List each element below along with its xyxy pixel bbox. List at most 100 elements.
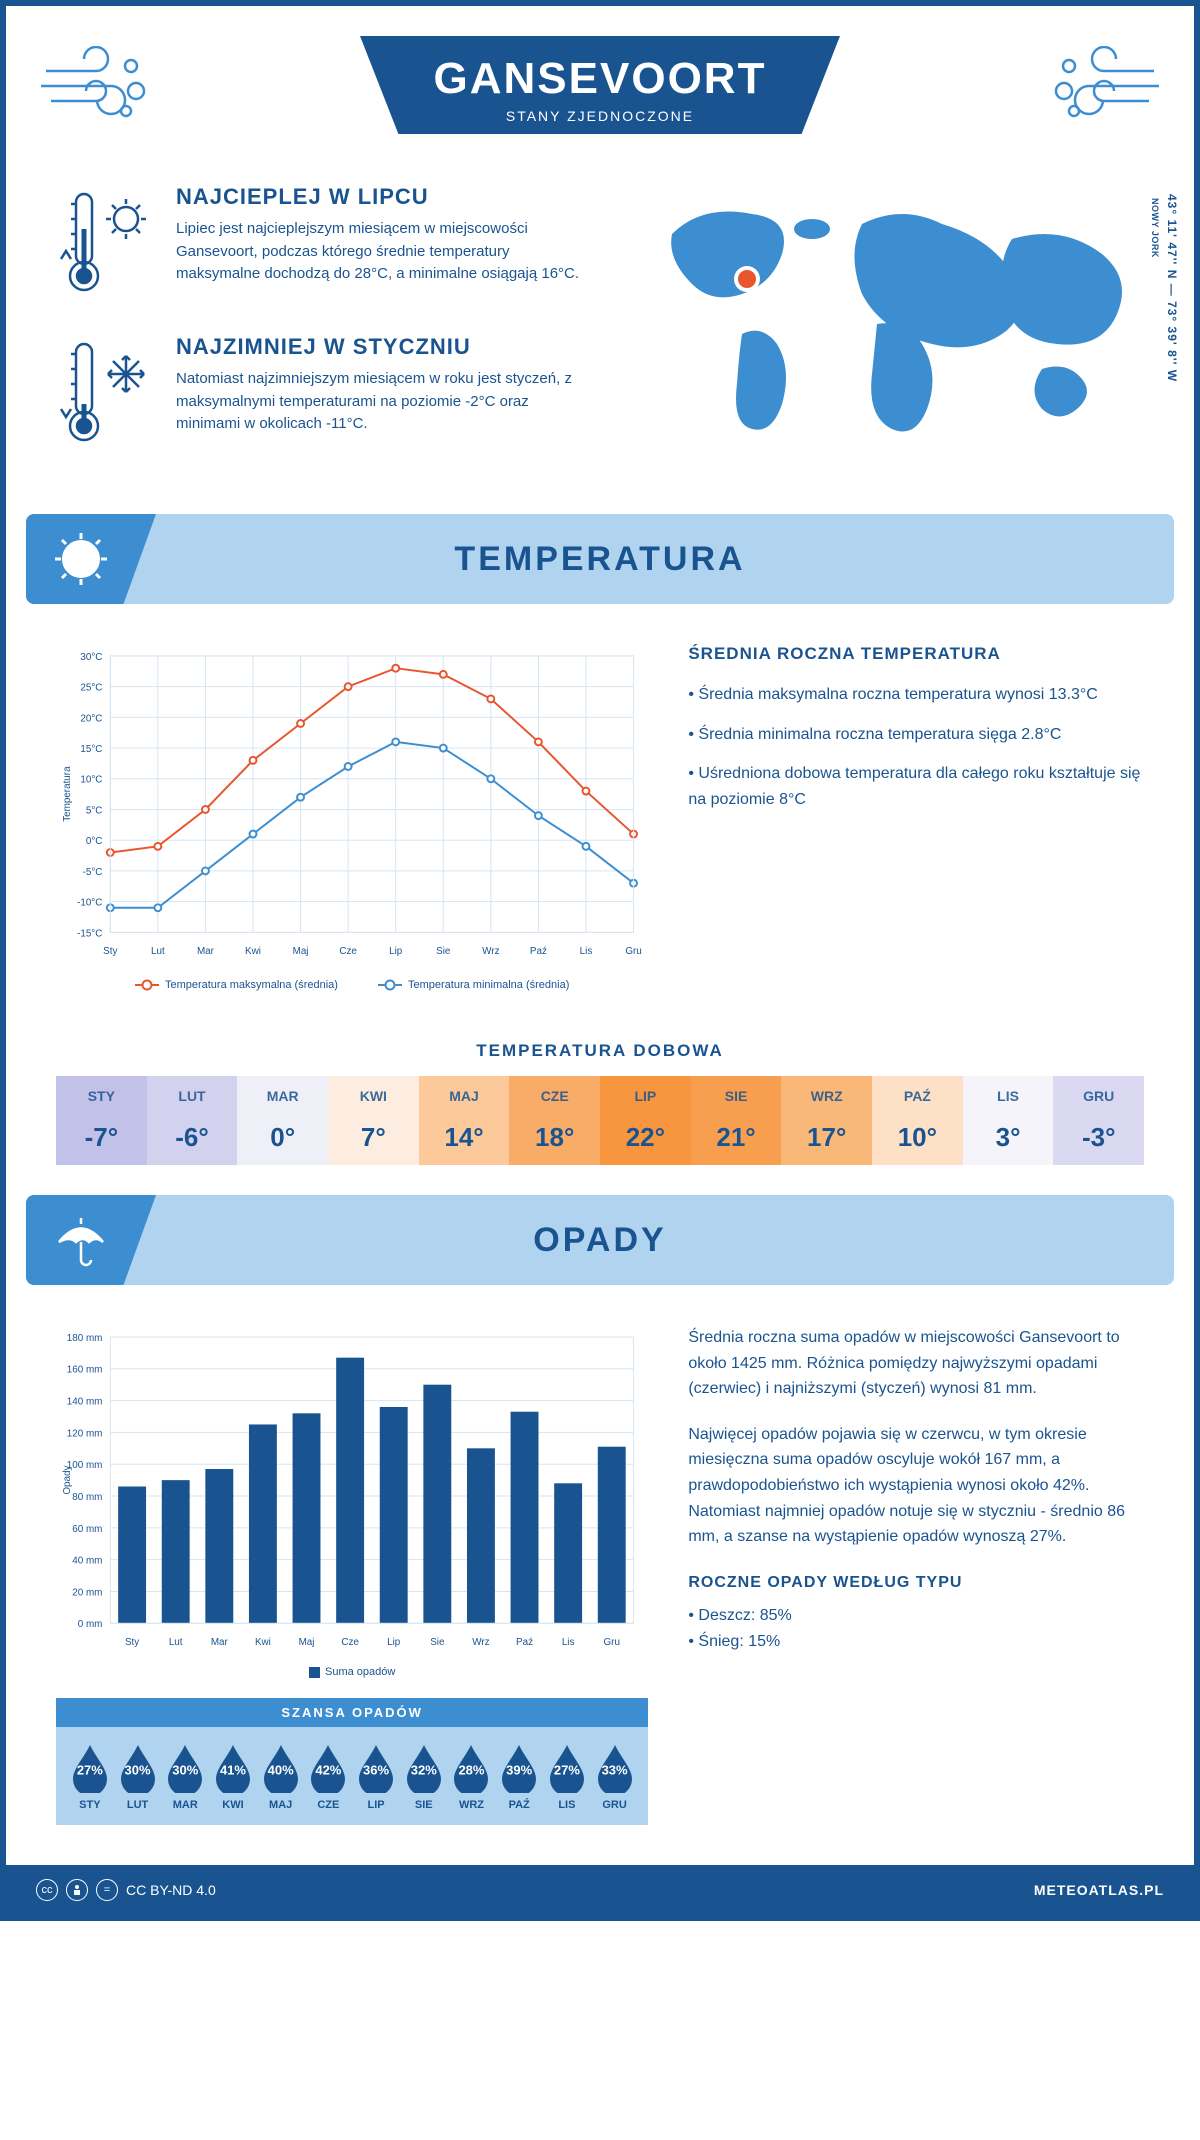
daily-value: 3° xyxy=(963,1122,1054,1153)
svg-text:0°C: 0°C xyxy=(86,836,103,847)
svg-text:-5°C: -5°C xyxy=(83,867,103,878)
coords-main: 43° 11' 47'' N — 73° 39' 8'' W xyxy=(1165,194,1179,382)
fact-hot-text: Lipiec jest najcieplejszym miesiącem w m… xyxy=(176,218,580,286)
svg-text:Mar: Mar xyxy=(197,946,215,957)
svg-text:-10°C: -10°C xyxy=(77,898,102,909)
daily-value: 14° xyxy=(419,1122,510,1153)
fact-cold-title: NAJZIMNIEJ W STYCZNIU xyxy=(176,334,580,360)
chance-col: 36% LIP xyxy=(352,1741,400,1811)
svg-text:Sie: Sie xyxy=(436,946,451,957)
daily-col: KWI7° xyxy=(328,1076,419,1165)
chance-month: LIP xyxy=(352,1799,400,1811)
page-subtitle: STANY ZJEDNOCZONE xyxy=(430,108,770,124)
daily-month: GRU xyxy=(1053,1088,1144,1104)
legend-max-label: Temperatura maksymalna (średnia) xyxy=(165,979,338,991)
chance-pct: 40% xyxy=(268,1762,294,1777)
svg-text:60 mm: 60 mm xyxy=(72,1524,102,1535)
chance-pct: 28% xyxy=(458,1762,484,1777)
chance-col: 27% STY xyxy=(66,1741,114,1811)
svg-text:Paź: Paź xyxy=(530,946,547,957)
thermometer-sun-icon xyxy=(56,184,156,304)
drop-icon: 32% xyxy=(403,1741,445,1793)
drop-icon: 36% xyxy=(355,1741,397,1793)
temp-info-title: ŚREDNIA ROCZNA TEMPERATURA xyxy=(688,644,1144,664)
chance-pct: 41% xyxy=(220,1762,246,1777)
svg-text:20°C: 20°C xyxy=(80,713,102,724)
section-header-precip: OPADY xyxy=(26,1195,1174,1285)
svg-text:Lis: Lis xyxy=(562,1637,575,1648)
chance-col: 39% PAŹ xyxy=(495,1741,543,1811)
temp-info-b3: • Uśredniona dobowa temperatura dla całe… xyxy=(688,761,1144,812)
daily-temp-table: STY-7°LUT-6°MAR0°KWI7°MAJ14°CZE18°LIP22°… xyxy=(56,1076,1144,1165)
svg-text:40 mm: 40 mm xyxy=(72,1556,102,1567)
svg-text:Paź: Paź xyxy=(516,1637,533,1648)
drop-icon: 28% xyxy=(450,1741,492,1793)
daily-value: 10° xyxy=(872,1122,963,1153)
svg-text:180 mm: 180 mm xyxy=(67,1333,103,1344)
daily-value: 22° xyxy=(600,1122,691,1153)
chance-month: MAR xyxy=(161,1799,209,1811)
chance-month: PAŹ xyxy=(495,1799,543,1811)
daily-month: LIS xyxy=(963,1088,1054,1104)
daily-month: SIE xyxy=(691,1088,782,1104)
fact-hot-title: NAJCIEPLEJ W LIPCU xyxy=(176,184,580,210)
wind-icon xyxy=(36,46,166,126)
section-header-temperature: TEMPERATURA xyxy=(26,514,1174,604)
daily-month: LIP xyxy=(600,1088,691,1104)
svg-text:Sty: Sty xyxy=(103,946,117,957)
daily-col: CZE18° xyxy=(509,1076,600,1165)
chance-month: MAJ xyxy=(257,1799,305,1811)
chance-month: SIE xyxy=(400,1799,448,1811)
daily-col: LIS 3° xyxy=(963,1076,1054,1165)
coords-sub: NOWY JORK xyxy=(1150,198,1160,258)
daily-value: 0° xyxy=(237,1122,328,1153)
daily-month: STY xyxy=(56,1088,147,1104)
section-title: TEMPERATURA xyxy=(454,540,745,579)
header: GANSEVOORT STANY ZJEDNOCZONE xyxy=(6,6,1194,164)
precip-type-2: • Śnieg: 15% xyxy=(688,1629,1144,1655)
nd-icon: = xyxy=(96,1879,118,1901)
svg-text:25°C: 25°C xyxy=(80,683,102,694)
fact-hot: NAJCIEPLEJ W LIPCU Lipiec jest najcieple… xyxy=(56,184,580,304)
page-title: GANSEVOORT xyxy=(430,54,770,104)
fact-cold: NAJZIMNIEJ W STYCZNIU Natomiast najzimni… xyxy=(56,334,580,454)
svg-text:15°C: 15°C xyxy=(80,744,102,755)
svg-text:Opady: Opady xyxy=(62,1466,73,1495)
svg-text:Kwi: Kwi xyxy=(255,1637,271,1648)
legend-min-label: Temperatura minimalna (średnia) xyxy=(408,979,569,991)
drop-icon: 42% xyxy=(307,1741,349,1793)
daily-col: LUT-6° xyxy=(147,1076,238,1165)
temperature-info: ŚREDNIA ROCZNA TEMPERATURA • Średnia mak… xyxy=(688,644,1144,991)
chance-month: WRZ xyxy=(448,1799,496,1811)
chance-pct: 42% xyxy=(315,1762,341,1777)
sun-icon xyxy=(51,529,111,589)
svg-text:Lip: Lip xyxy=(387,1637,401,1648)
chance-month: LUT xyxy=(114,1799,162,1811)
drop-icon: 40% xyxy=(260,1741,302,1793)
chance-pct: 30% xyxy=(172,1762,198,1777)
daily-col: GRU -3° xyxy=(1053,1076,1144,1165)
chance-col: 33% GRU xyxy=(591,1741,639,1811)
chance-pct: 32% xyxy=(411,1762,437,1777)
coordinates: 43° 11' 47'' N — 73° 39' 8'' W xyxy=(1165,194,1179,382)
daily-col: LIP 22° xyxy=(600,1076,691,1165)
svg-text:160 mm: 160 mm xyxy=(67,1365,103,1376)
svg-text:Wrz: Wrz xyxy=(472,1637,489,1648)
precip-type-title: ROCZNE OPADY WEDŁUG TYPU xyxy=(688,1570,1144,1596)
svg-text:Gru: Gru xyxy=(625,946,641,957)
svg-text:Cze: Cze xyxy=(339,946,357,957)
svg-text:30°C: 30°C xyxy=(80,652,102,663)
cc-icon: cc xyxy=(36,1879,58,1901)
daily-month: PAŹ xyxy=(872,1088,963,1104)
daily-value: 7° xyxy=(328,1122,419,1153)
temp-info-b2: • Średnia minimalna roczna temperatura s… xyxy=(688,722,1144,748)
daily-month: CZE xyxy=(509,1088,600,1104)
daily-value: -3° xyxy=(1053,1122,1144,1153)
svg-text:-15°C: -15°C xyxy=(77,928,102,939)
svg-text:Maj: Maj xyxy=(293,946,309,957)
svg-text:Wrz: Wrz xyxy=(482,946,499,957)
coords-region: NOWY JORK xyxy=(1148,194,1162,258)
precip-bar-chart: 0 mm20 mm40 mm60 mm80 mm100 mm120 mm140 … xyxy=(56,1325,648,1845)
chance-month: STY xyxy=(66,1799,114,1811)
section-title: OPADY xyxy=(533,1221,666,1260)
